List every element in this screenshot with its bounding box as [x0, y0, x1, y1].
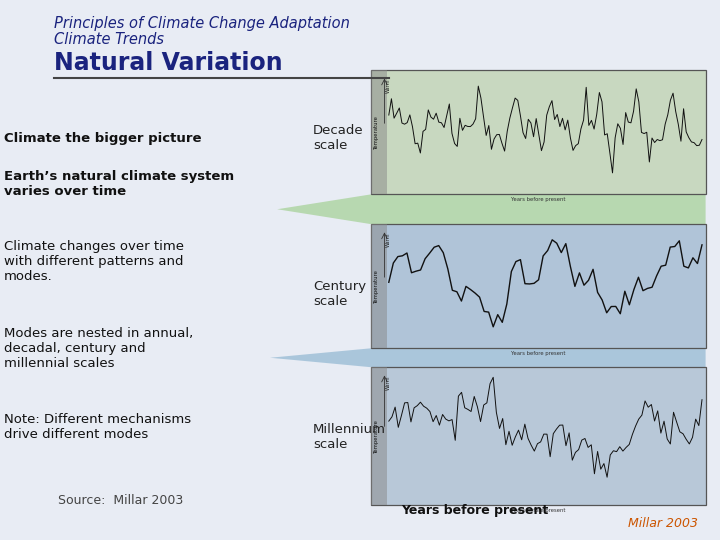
Polygon shape — [270, 348, 706, 367]
Text: Warm: Warm — [386, 78, 391, 93]
Text: Modes are nested in annual,
decadal, century and
millennial scales: Modes are nested in annual, decadal, cen… — [4, 327, 193, 370]
Text: Earth’s natural climate system
varies over time: Earth’s natural climate system varies ov… — [4, 170, 234, 198]
Bar — [371, 224, 387, 348]
Text: Note: Different mechanisms
drive different modes: Note: Different mechanisms drive differe… — [4, 413, 191, 441]
Text: Warm: Warm — [386, 375, 391, 390]
Text: Natural Variation: Natural Variation — [54, 51, 283, 75]
Text: Years before present: Years before present — [402, 504, 549, 517]
Text: Climate the bigger picture: Climate the bigger picture — [4, 132, 201, 145]
Text: Temperature: Temperature — [374, 116, 379, 149]
Polygon shape — [277, 194, 706, 224]
Text: Years before present: Years before present — [511, 351, 565, 356]
Text: Millennium
scale: Millennium scale — [313, 423, 386, 451]
Text: Millar 2003: Millar 2003 — [629, 517, 698, 530]
Text: Temperature: Temperature — [374, 419, 379, 453]
Text: Principles of Climate Change Adaptation: Principles of Climate Change Adaptation — [54, 16, 350, 31]
Text: Climate Trends: Climate Trends — [54, 32, 164, 48]
Bar — [371, 367, 387, 505]
Bar — [371, 70, 387, 194]
Text: Century
scale: Century scale — [313, 280, 366, 308]
Text: Temperature: Temperature — [374, 269, 379, 303]
Text: Years before present: Years before present — [511, 197, 565, 202]
Bar — [371, 224, 706, 348]
Bar — [371, 70, 706, 194]
Text: Years before present: Years before present — [511, 508, 565, 512]
Text: Climate changes over time
with different patterns and
modes.: Climate changes over time with different… — [4, 240, 184, 284]
Text: Decade
scale: Decade scale — [313, 124, 364, 152]
Text: Source:  Millar 2003: Source: Millar 2003 — [58, 494, 183, 507]
Text: Warm: Warm — [386, 232, 391, 247]
Bar — [371, 367, 706, 505]
